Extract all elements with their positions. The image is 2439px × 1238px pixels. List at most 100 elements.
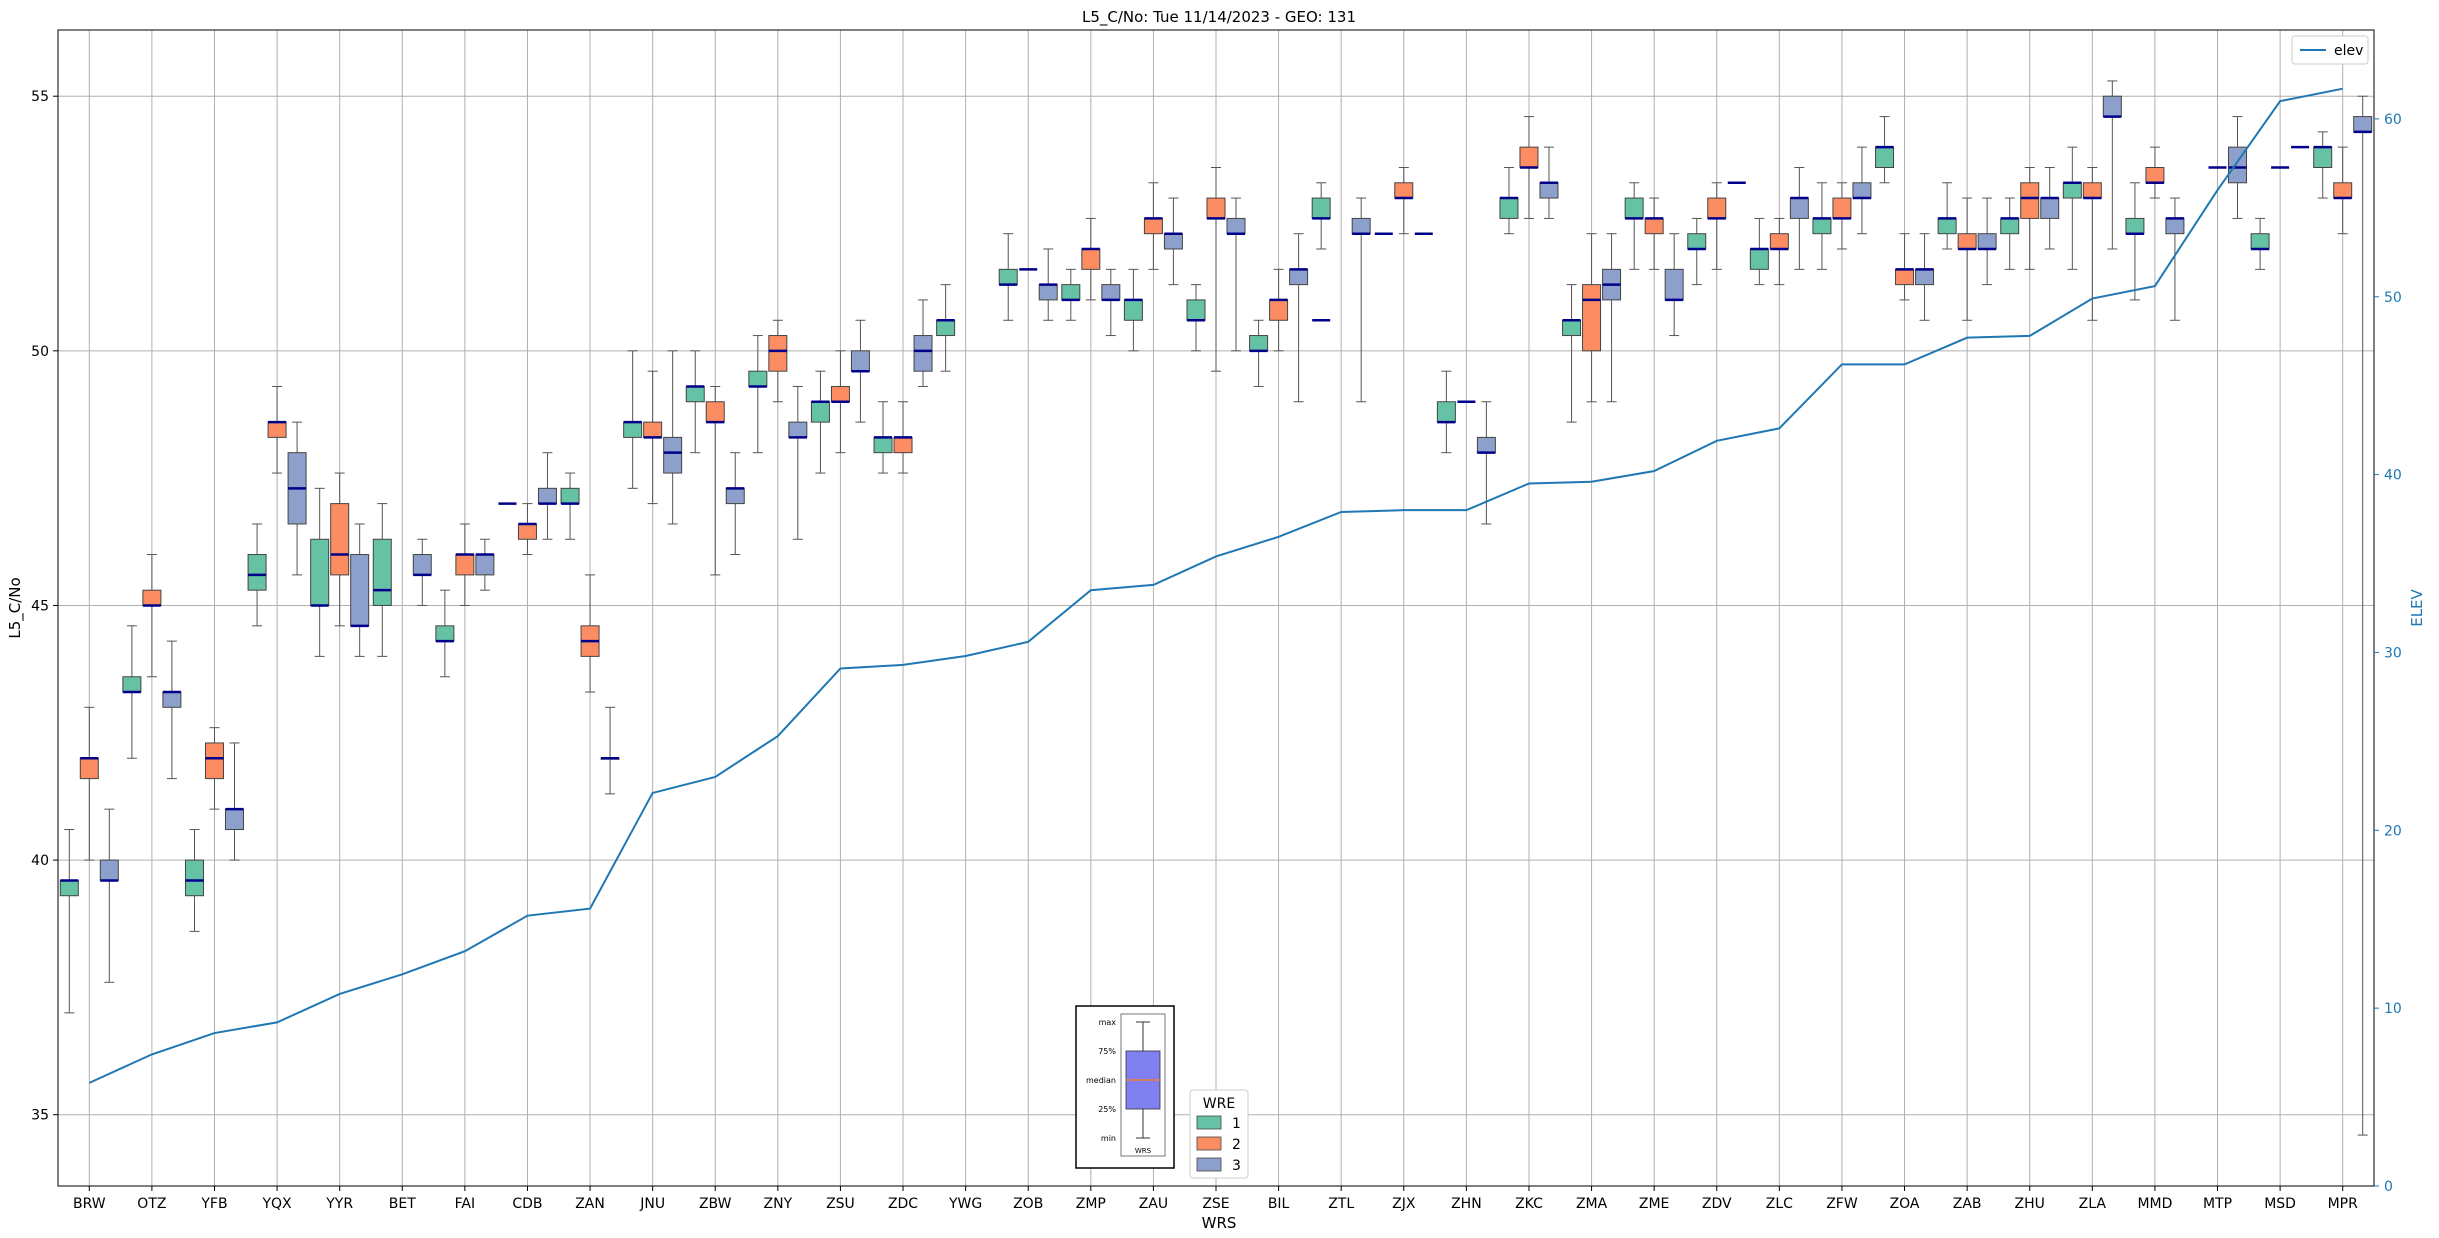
box-zoa-1 (1875, 116, 1895, 184)
x-tick-label: ZAB (1953, 1196, 1982, 1212)
box-iqr (850, 350, 870, 372)
box-mpr-2 (2333, 146, 2353, 235)
key-label: median (1086, 1076, 1116, 1085)
x-tick-label: ZHN (1451, 1196, 1482, 1212)
box-yyr-2 (330, 472, 350, 627)
box-iqr (1957, 233, 1977, 250)
key-label: 25% (1098, 1105, 1116, 1114)
box-iqr (1436, 401, 1456, 423)
box-yfb-2 (204, 727, 224, 810)
box-iqr (224, 808, 244, 831)
box-jnu-3 (663, 350, 683, 525)
box-mmd-1 (2125, 182, 2145, 301)
x-tick-label: ZAN (575, 1196, 605, 1212)
box-iqr (1351, 217, 1371, 235)
box-zfw-3 (1852, 146, 1872, 235)
box-iqr (1186, 299, 1206, 321)
box-brw-1 (59, 829, 79, 1014)
box-iqr (1519, 146, 1539, 168)
y-right-tick-label: 10 (2384, 1001, 2402, 1017)
box-iqr (1081, 248, 1101, 270)
legend-wre: WRE 1 2 3 (1189, 1089, 1249, 1179)
key-label: 75% (1098, 1047, 1116, 1056)
box-iqr (2125, 217, 2145, 235)
box-iqr (350, 554, 370, 627)
box-iqr (1269, 299, 1289, 321)
box-plots (59, 80, 2373, 1136)
x-tick-label: BIL (1268, 1196, 1290, 1212)
x-tick-label: ZFW (1826, 1196, 1858, 1212)
y-right-tick-label: 50 (2384, 290, 2402, 306)
box-bet-1 (372, 503, 392, 657)
single-marks (498, 145, 2310, 505)
box-iqr (1394, 182, 1414, 199)
legend-wre-label-1: 1 (1232, 1116, 1241, 1132)
box-zau-2 (1143, 182, 1163, 270)
box-iqr (247, 554, 267, 591)
box-iqr (748, 370, 768, 387)
box-iqr (1539, 182, 1559, 199)
x-tick-label: CDB (512, 1196, 542, 1212)
box-iqr (2165, 217, 2185, 235)
x-tick-label: MPR (2328, 1196, 2359, 1212)
box-zla-3 (2102, 80, 2122, 250)
box-otz-1 (122, 625, 142, 759)
box-zla-1 (2062, 146, 2082, 270)
x-tick-label: YYR (325, 1196, 353, 1212)
legend-elev-label: elev (2334, 43, 2363, 59)
x-tick-label: BET (389, 1196, 416, 1212)
box-iqr (643, 421, 663, 438)
box-iqr (455, 554, 475, 576)
x-tick-label: ZME (1639, 1196, 1670, 1212)
box-iqr (1476, 436, 1496, 454)
box-iqr (1832, 197, 1852, 219)
box-iqr (1289, 268, 1309, 286)
box-brw-3 (99, 808, 119, 983)
box-iqr (685, 385, 705, 403)
box-brw-2 (79, 706, 99, 861)
x-tick-label: ZOA (1890, 1196, 1920, 1212)
box-mtp-3 (2228, 116, 2248, 219)
x-tick-label: YQX (261, 1196, 292, 1212)
grid-lines (58, 30, 2374, 1186)
x-tick-label: ZDC (888, 1196, 918, 1212)
box-zab-2 (1957, 197, 1977, 321)
box-zan-1 (560, 472, 580, 540)
box-zmp-1 (1061, 268, 1081, 321)
box-iqr (2333, 182, 2353, 199)
box-iqr (1664, 268, 1684, 301)
box-zob-3 (1038, 248, 1058, 321)
x-tick-label: JNU (639, 1196, 665, 1212)
legend-wre-label-3: 3 (1232, 1158, 1241, 1174)
box-zhn-1 (1436, 370, 1456, 454)
box-zlc-2 (1769, 217, 1789, 286)
box-iqr (204, 742, 224, 780)
box-iqr (1624, 197, 1644, 219)
box-cdb-2 (517, 503, 537, 556)
legend-wre-swatch-2 (1196, 1136, 1222, 1151)
y-right-tick-label: 40 (2384, 468, 2402, 484)
box-iqr (830, 385, 850, 403)
box-iqr (1895, 268, 1915, 286)
box-zme-2 (1644, 197, 1664, 270)
box-zsu-3 (850, 319, 870, 423)
x-tick-label: FAI (455, 1196, 475, 1212)
x-tick-label: ZDV (1702, 1196, 1732, 1212)
box-mmd-3 (2165, 197, 2185, 321)
box-fai-3 (475, 538, 495, 591)
box-iqr (1206, 197, 1226, 219)
box-zny-3 (788, 385, 808, 540)
box-mmd-2 (2145, 146, 2165, 199)
box-iqr (267, 421, 287, 438)
y-right-tick-label: 60 (2384, 112, 2402, 128)
x-tick-label: ZMP (1076, 1196, 1106, 1212)
box-iqr (1769, 233, 1789, 250)
box-iqr (705, 401, 725, 423)
box-zme-3 (1664, 233, 1684, 337)
y-tick-label: 40 (31, 853, 49, 869)
box-iqr (412, 554, 432, 576)
box-iqr (372, 538, 392, 606)
box-iqr (1852, 182, 1872, 199)
legend-wre-frame (1189, 1089, 1249, 1179)
box-zhu-2 (2020, 166, 2040, 270)
